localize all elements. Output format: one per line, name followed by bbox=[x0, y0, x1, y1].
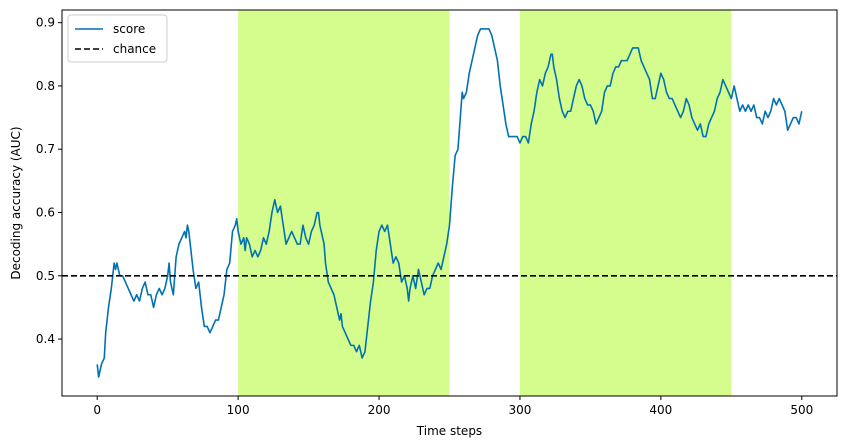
y-tick-label: 0.5 bbox=[36, 269, 55, 283]
highlight-span-1 bbox=[238, 10, 450, 396]
x-tick-label: 300 bbox=[509, 403, 532, 417]
y-tick-label: 0.6 bbox=[36, 205, 55, 219]
x-tick-label: 500 bbox=[790, 403, 813, 417]
legend-box bbox=[67, 14, 168, 63]
plot-frame bbox=[61, 9, 838, 397]
highlight-spans bbox=[238, 10, 732, 396]
x-tick-label: 100 bbox=[227, 403, 250, 417]
y-tick-label: 0.9 bbox=[36, 16, 55, 30]
x-axis-ticks: 0 100 200 300 400 500 bbox=[93, 396, 813, 417]
x-axis-label: Time steps bbox=[416, 424, 482, 438]
legend-label-score: score bbox=[113, 22, 145, 36]
y-tick-label: 0.8 bbox=[36, 79, 55, 93]
highlight-span-2 bbox=[519, 10, 732, 396]
legend-label-chance: chance bbox=[113, 42, 156, 56]
score-line bbox=[96, 28, 803, 378]
series-lines bbox=[62, 28, 837, 378]
x-tick-label: 0 bbox=[93, 403, 101, 417]
y-tick-label: 0.7 bbox=[36, 142, 55, 156]
y-tick-label: 0.4 bbox=[36, 332, 55, 346]
y-axis-label: Decoding accuracy (AUC) bbox=[9, 126, 23, 279]
y-axis-ticks: 0.4 0.5 0.6 0.7 0.8 0.9 bbox=[36, 16, 62, 346]
x-tick-label: 400 bbox=[649, 403, 672, 417]
x-tick-label: 200 bbox=[368, 403, 391, 417]
legend: score chance bbox=[67, 14, 168, 63]
